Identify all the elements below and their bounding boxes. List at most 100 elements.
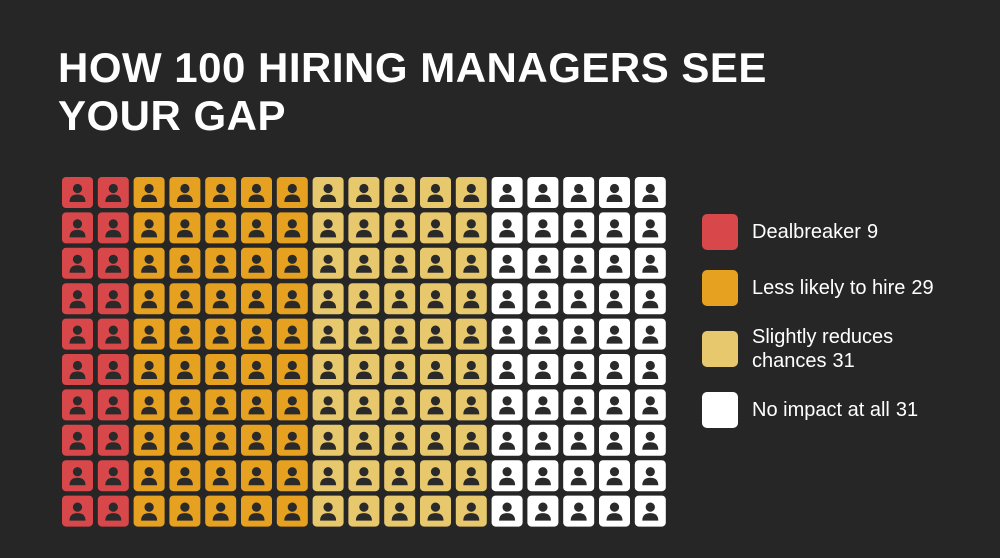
icon-body	[534, 442, 551, 450]
person-icon	[599, 177, 630, 208]
icon-head	[395, 431, 405, 441]
icon-head	[502, 467, 512, 477]
icon-head	[538, 183, 548, 194]
person-icon	[312, 247, 344, 279]
icon-body	[499, 371, 516, 379]
person-icon	[348, 495, 380, 527]
icon-body	[391, 194, 408, 202]
person-icon	[133, 424, 165, 456]
icon-head	[251, 431, 262, 441]
icon-head	[574, 254, 584, 264]
icon-head	[430, 325, 441, 335]
icon-body	[69, 406, 86, 415]
legend-label: Dealbreaker 9	[752, 220, 962, 244]
icon-body	[355, 229, 372, 238]
icon-head	[108, 467, 118, 477]
person-icon	[599, 495, 630, 527]
icon-body	[499, 265, 516, 273]
icon-head	[609, 396, 620, 406]
person-icon	[455, 495, 487, 527]
person-icon	[133, 495, 165, 527]
person-icon	[563, 389, 595, 421]
person-icon	[276, 177, 308, 208]
icon-body	[320, 336, 337, 344]
person-icon	[384, 318, 416, 350]
icon-body	[105, 265, 122, 273]
icon-head	[251, 467, 262, 477]
person-icon	[455, 212, 487, 244]
person-icon	[133, 283, 165, 315]
legend-swatch	[702, 392, 738, 428]
icon-head	[180, 254, 190, 264]
legend-swatch	[702, 270, 738, 306]
icon-head	[287, 396, 297, 406]
chart-title: HOW 100 HIRING MANAGERS SEE YOUR GAP	[58, 44, 767, 139]
icon-head	[574, 219, 584, 229]
icon-head	[609, 467, 620, 477]
icon-body	[176, 477, 193, 486]
icon-head	[395, 360, 405, 371]
icon-body	[248, 477, 265, 486]
icon-body	[427, 406, 444, 415]
person-icon	[527, 318, 559, 350]
legend-value: 9	[866, 221, 879, 243]
icon-head	[251, 254, 262, 264]
legend-label: Slightly reduces chances 31	[752, 325, 962, 373]
icon-body	[499, 406, 516, 415]
person-icon	[491, 495, 523, 527]
icon-head	[144, 360, 154, 371]
icon-body	[642, 442, 659, 450]
person-icon	[420, 460, 451, 492]
icon-head	[359, 360, 369, 371]
icon-head	[216, 502, 226, 512]
legend-value: 31	[895, 399, 919, 421]
icon-head	[216, 467, 226, 477]
icon-body	[176, 406, 193, 415]
person-icon	[62, 247, 93, 279]
person-icon	[527, 460, 559, 492]
icon-body	[248, 194, 265, 202]
person-icon	[205, 424, 237, 456]
person-icon	[62, 389, 93, 421]
icon-body	[105, 442, 122, 450]
icon-head	[216, 325, 226, 335]
person-icon	[97, 318, 129, 350]
icon-body	[570, 194, 587, 202]
person-icon	[634, 389, 666, 421]
person-icon	[420, 495, 451, 527]
icon-body	[534, 265, 551, 273]
person-icon	[205, 389, 237, 421]
legend-value: 31	[832, 350, 855, 372]
person-icon	[205, 247, 237, 279]
person-icon	[634, 212, 666, 244]
person-icon	[276, 389, 308, 421]
legend-swatch	[702, 331, 738, 367]
person-icon	[133, 389, 165, 421]
icon-head	[538, 467, 548, 477]
person-icon	[599, 460, 630, 492]
icon-head	[216, 183, 226, 194]
icon-head	[287, 502, 297, 512]
icon-body	[534, 406, 551, 415]
icon-head	[180, 360, 190, 371]
icon-body	[141, 229, 158, 238]
icon-body	[642, 194, 659, 202]
person-icon	[563, 424, 595, 456]
person-icon	[169, 460, 201, 492]
person-icon	[527, 283, 559, 315]
person-icon	[133, 354, 165, 385]
person-icon	[97, 354, 129, 385]
person-icon	[241, 212, 272, 244]
icon-body	[105, 513, 122, 521]
icon-body	[320, 442, 337, 450]
icon-body	[284, 300, 301, 309]
person-icon	[169, 247, 201, 279]
icon-head	[287, 467, 297, 477]
icon-body	[642, 229, 659, 238]
person-icon	[312, 495, 344, 527]
person-icon	[348, 283, 380, 315]
icon-head	[502, 254, 512, 264]
icon-head	[180, 183, 190, 194]
icon-head	[108, 431, 118, 441]
person-icon	[205, 318, 237, 350]
